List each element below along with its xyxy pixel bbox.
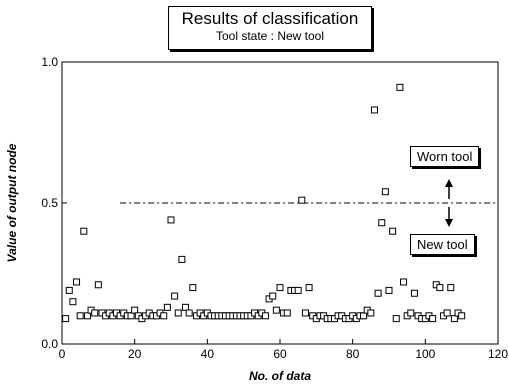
data-point <box>367 309 375 317</box>
data-point <box>163 303 171 311</box>
new-tool-label: New tool <box>410 234 475 255</box>
data-point <box>374 289 382 297</box>
data-point <box>189 284 197 292</box>
chart-subtitle: Tool state : New tool <box>215 29 325 43</box>
data-point <box>160 312 168 320</box>
data-point <box>76 312 84 320</box>
y-tick-label: 1.0 <box>41 55 58 69</box>
data-point <box>389 227 397 235</box>
data-point <box>443 309 451 317</box>
data-point <box>174 309 182 317</box>
data-point <box>94 281 102 289</box>
y-axis-title: Value of output node <box>5 143 19 262</box>
data-point <box>298 196 306 204</box>
chart-title-box: Results of classification Tool state : N… <box>168 6 372 50</box>
data-point <box>378 219 386 227</box>
data-point <box>182 303 190 311</box>
x-tick-label: 80 <box>346 347 360 361</box>
data-point <box>458 312 466 320</box>
axis-ticks: 0 20 40 60 80 100 120 0.0 0.5 1.0 <box>41 55 508 361</box>
data-point <box>447 284 455 292</box>
data-point <box>283 309 291 317</box>
data-point <box>410 289 418 297</box>
x-tick-label: 100 <box>415 347 435 361</box>
data-point <box>436 284 444 292</box>
data-point <box>392 315 400 323</box>
data-point <box>269 292 277 300</box>
data-point <box>360 312 368 320</box>
data-point <box>276 284 284 292</box>
data-point <box>429 315 437 323</box>
data-points <box>62 83 466 323</box>
x-axis-title: No. of data <box>249 369 311 383</box>
x-tick-label: 20 <box>128 347 142 361</box>
data-point <box>370 106 378 114</box>
data-point <box>127 312 135 320</box>
data-point <box>178 255 186 263</box>
data-point <box>83 312 91 320</box>
y-tick-label: 0.0 <box>41 337 58 351</box>
x-tick-label: 0 <box>59 347 66 361</box>
data-point <box>69 298 77 306</box>
data-point <box>407 309 415 317</box>
worn-tool-label: Worn tool <box>410 146 480 167</box>
data-point <box>62 315 70 323</box>
x-tick-label: 60 <box>273 347 287 361</box>
data-point <box>400 278 408 286</box>
data-point <box>385 286 393 294</box>
data-point <box>131 306 139 314</box>
data-point <box>381 188 389 196</box>
data-point <box>396 83 404 91</box>
data-point <box>301 309 309 317</box>
data-point <box>167 216 175 224</box>
x-tick-label: 120 <box>488 347 508 361</box>
data-point <box>294 286 302 294</box>
data-point <box>171 292 179 300</box>
data-point <box>261 312 269 320</box>
data-point <box>272 306 280 314</box>
down-arrow-icon <box>445 219 453 227</box>
chart-title: Results of classification <box>181 9 359 28</box>
x-tick-label: 40 <box>201 347 215 361</box>
data-point <box>450 315 458 323</box>
y-tick-label: 0.5 <box>41 196 58 210</box>
data-point <box>305 284 313 292</box>
data-point <box>73 278 81 286</box>
threshold-arrows <box>445 179 453 227</box>
up-arrow-icon <box>445 179 453 187</box>
data-point <box>185 309 193 317</box>
data-point <box>91 309 99 317</box>
data-point <box>65 286 73 294</box>
data-point <box>80 227 88 235</box>
